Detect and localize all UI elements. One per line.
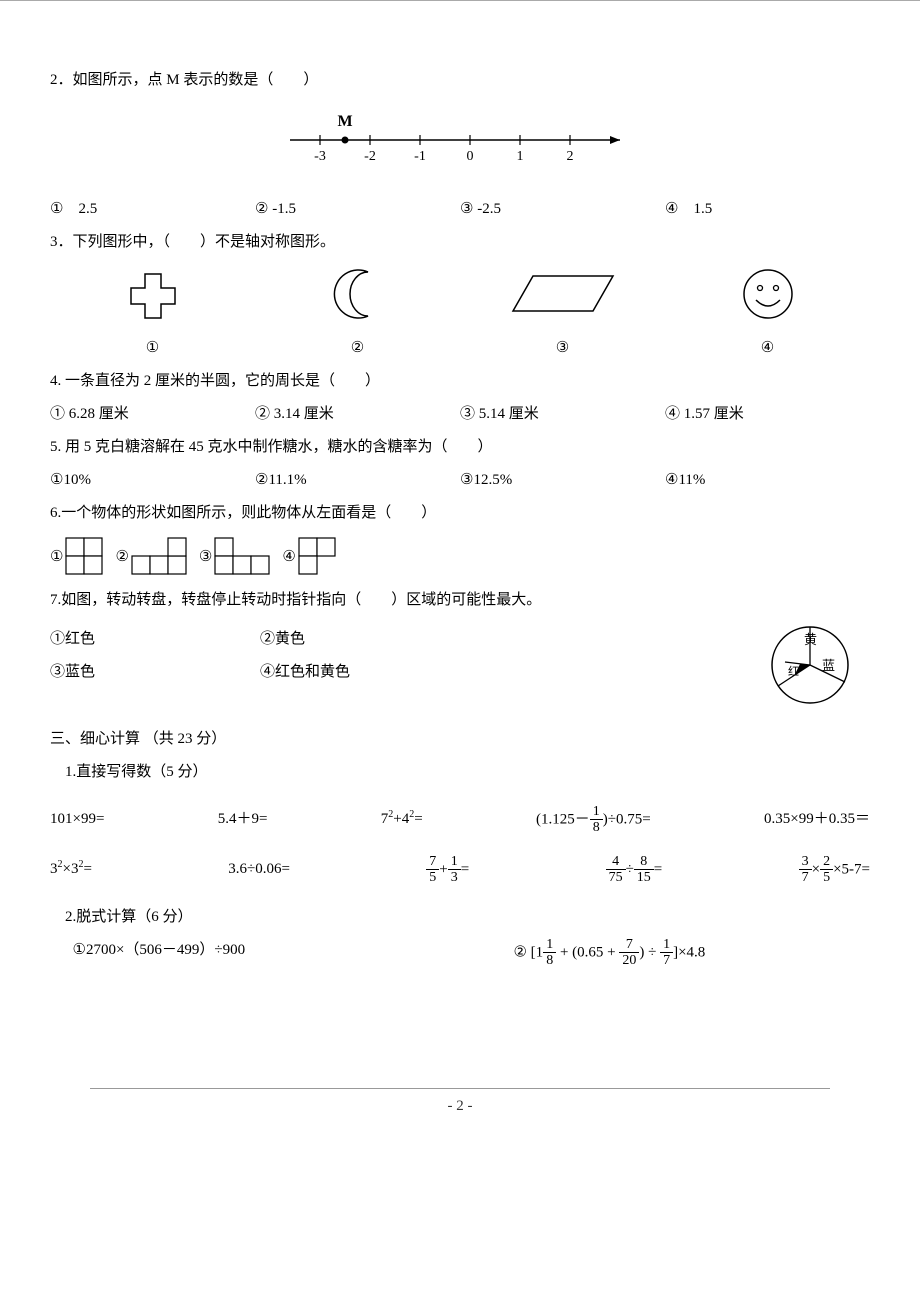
- exam-page: 2．如图所示，点 M 表示的数是（ ） M -3 -2 -1 0 1 2 ① 2…: [0, 0, 920, 1160]
- q6-label-a: ①: [50, 544, 63, 571]
- sec3-calc1: ①2700×（506－499）÷900: [50, 937, 513, 969]
- q2-opt-a: ① 2.5: [50, 196, 255, 223]
- eq-r2-a: 32×32=: [50, 856, 92, 883]
- q3-label-c: ③: [493, 335, 633, 362]
- eq-r1-a: 101×99=: [50, 806, 104, 833]
- cross-icon: [123, 266, 183, 321]
- page-number: - 2 -: [448, 1098, 473, 1114]
- svg-text:红: 红: [788, 665, 799, 678]
- numberline-svg: M -3 -2 -1 0 1 2: [280, 110, 640, 170]
- eq-r2-e: 37×25×5-7=: [799, 854, 870, 886]
- svg-text:-1: -1: [414, 149, 426, 164]
- q7-opt-c: ③蓝色: [50, 659, 260, 686]
- svg-text:1: 1: [517, 149, 524, 164]
- q7-body: ①红色 ②黄色 ③蓝色 ④红色和黄色 黄 蓝 红: [50, 620, 870, 720]
- svg-text:蓝: 蓝: [822, 658, 835, 673]
- q2-opt-d: ④ 1.5: [665, 196, 870, 223]
- q3-label-b: ②: [288, 335, 428, 362]
- q4-opt-a: ① 6.28 厘米: [50, 401, 255, 428]
- eq-r1-c: 72+42=: [381, 806, 423, 833]
- polyomino-d-icon: [298, 537, 338, 577]
- q7-opt-b: ②黄色: [260, 626, 470, 653]
- q6-shapes: ① ② ③ ④: [50, 537, 870, 577]
- sec3-calc2: ② [118 + (0.65 + 720) ÷ 17]×4.8: [513, 937, 870, 969]
- q5-opt-a: ①10%: [50, 467, 255, 494]
- q5-options: ①10% ②11.1% ③12.5% ④11%: [50, 467, 870, 494]
- q2-numberline: M -3 -2 -1 0 1 2: [50, 110, 870, 180]
- q3-label-a: ①: [83, 335, 223, 362]
- q4-text: 4. 一条直径为 2 厘米的半圆，它的周长是（ ）: [50, 368, 870, 395]
- q3-label-d: ④: [698, 335, 838, 362]
- svg-text:0: 0: [467, 149, 474, 164]
- smiley-icon: [738, 266, 798, 321]
- q2-opt-c: ③ -2.5: [460, 196, 665, 223]
- polyomino-a-icon: [65, 537, 105, 577]
- eq-r1-d: (1.125－18)÷0.75=: [536, 804, 651, 836]
- parallelogram-icon: [503, 266, 623, 321]
- q7-opt-a: ①红色: [50, 626, 260, 653]
- eq-r2-b: 3.6÷0.06=: [228, 856, 290, 883]
- q5-opt-b: ②11.1%: [255, 467, 460, 494]
- q4-opt-c: ③ 5.14 厘米: [460, 401, 665, 428]
- sec3-heading: 三、细心计算 （共 23 分）: [50, 726, 870, 753]
- q3-text: 3．下列图形中，（ ）不是轴对称图形。: [50, 229, 870, 256]
- svg-text:黄: 黄: [804, 632, 817, 647]
- svg-text:2: 2: [567, 149, 574, 164]
- q4-opt-d: ④ 1.57 厘米: [665, 401, 870, 428]
- q6-text: 6.一个物体的形状如图所示，则此物体从左面看是（ ）: [50, 500, 870, 527]
- svg-text:-3: -3: [314, 149, 326, 164]
- polyomino-b-icon: [131, 537, 189, 577]
- sec3-row1: 101×99= 5.4＋9= 72+42= (1.125－18)÷0.75= 0…: [50, 804, 870, 836]
- q4-options: ① 6.28 厘米 ② 3.14 厘米 ③ 5.14 厘米 ④ 1.57 厘米: [50, 401, 870, 428]
- q2-text: 2．如图所示，点 M 表示的数是（ ）: [50, 67, 870, 94]
- eq-r2-d: 475÷815=: [606, 854, 663, 886]
- q6-label-d: ④: [282, 544, 295, 571]
- eq-r1-e: 0.35×99＋0.35＝: [764, 806, 870, 833]
- q6-label-b: ②: [115, 544, 128, 571]
- sec3-sub1: 1.直接写得数（5 分）: [50, 759, 870, 786]
- q7-opt-d: ④红色和黄色: [260, 659, 470, 686]
- q5-opt-c: ③12.5%: [460, 467, 665, 494]
- sec3-row2: 32×32= 3.6÷0.06= 75+13= 475÷815= 37×25×5…: [50, 854, 870, 886]
- q7-text: 7.如图，转动转盘，转盘停止转动时指针指向（ ）区域的可能性最大。: [50, 587, 870, 614]
- q6-label-c: ③: [199, 544, 212, 571]
- q3-shapes: ① ② ③ ④: [50, 266, 870, 362]
- eq-r1-b: 5.4＋9=: [218, 806, 268, 833]
- q5-opt-d: ④11%: [665, 467, 870, 494]
- q4-opt-b: ② 3.14 厘米: [255, 401, 460, 428]
- point-m-label: M: [337, 113, 352, 130]
- q5-text: 5. 用 5 克白糖溶解在 45 克水中制作糖水，糖水的含糖率为（ ）: [50, 434, 870, 461]
- q2-options: ① 2.5 ② -1.5 ③ -2.5 ④ 1.5: [50, 196, 870, 223]
- svg-text:-2: -2: [364, 149, 376, 164]
- sec3-calc-row: ①2700×（506－499）÷900 ② [118 + (0.65 + 720…: [50, 937, 870, 969]
- polyomino-c-icon: [214, 537, 272, 577]
- page-footer: - 2 -: [50, 1088, 870, 1120]
- crescent-icon: [328, 266, 388, 321]
- eq-r2-c: 75+13=: [426, 854, 469, 886]
- q2-opt-b: ② -1.5: [255, 196, 460, 223]
- sec3-sub2: 2.脱式计算（6 分）: [50, 904, 870, 931]
- spinner-icon: 黄 蓝 红: [760, 620, 860, 710]
